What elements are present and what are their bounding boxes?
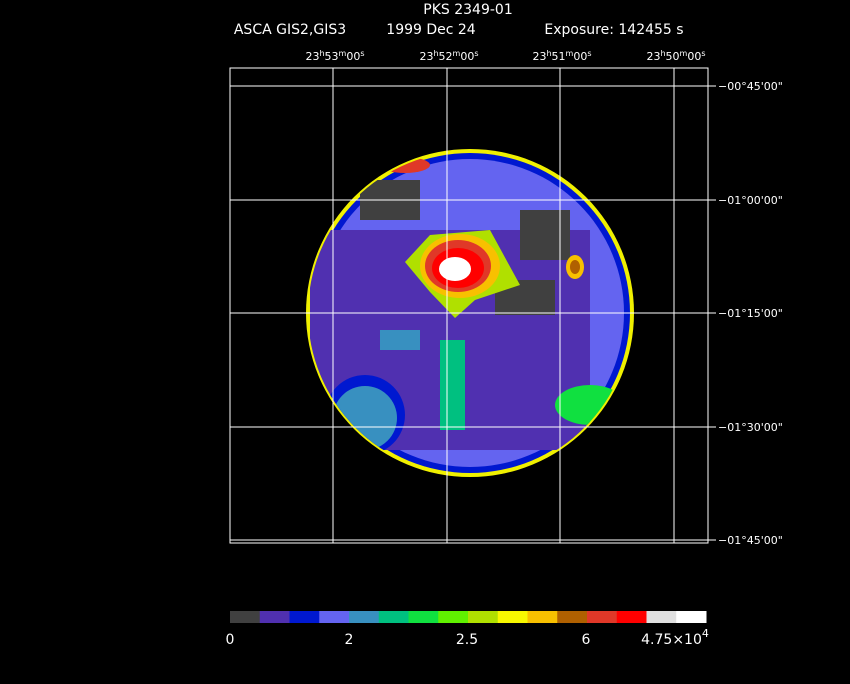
exposure: Exposure: 142455 s — [544, 22, 683, 38]
dec-label: −01°15'00" — [718, 307, 783, 320]
ra-value: 50 — [666, 50, 680, 63]
ra-unit: h — [660, 49, 665, 58]
corner — [555, 385, 625, 425]
dec-label: −01°00'00" — [718, 194, 783, 207]
ra-value: 52 — [439, 50, 453, 63]
date: 1999 Dec 24 — [386, 22, 476, 38]
streak — [440, 340, 465, 430]
ra-value: 00 — [346, 50, 360, 63]
frame — [229, 67, 709, 544]
ra-value: 23 — [532, 50, 546, 63]
ra-unit: h — [433, 49, 438, 58]
ra-value: 51 — [552, 50, 566, 63]
colorbar-swatch — [289, 611, 320, 623]
colorbar-exponent: 4 — [702, 627, 709, 640]
colorbar-label: 2.5 — [456, 632, 478, 648]
ra-value: 23 — [646, 50, 660, 63]
ra-label: 23h51m00s — [532, 49, 591, 63]
colorbar-swatch — [468, 611, 499, 623]
ra-value: 00 — [687, 50, 701, 63]
ra-value: 00 — [573, 50, 587, 63]
ra-unit: h — [546, 49, 551, 58]
ra-value: 23 — [419, 50, 433, 63]
colorbar-swatch — [616, 611, 647, 623]
colorbar-label: 2 — [345, 632, 354, 648]
colorbar-swatch — [646, 611, 677, 623]
patch — [380, 330, 420, 350]
colorbar-swatch — [497, 611, 528, 623]
ra-unit: m — [680, 49, 688, 58]
colorbar-swatch — [527, 611, 558, 623]
edge-hot — [380, 157, 430, 173]
ra-unit: h — [319, 49, 324, 58]
colorbar-label: 6 — [582, 632, 591, 648]
source-2 — [570, 260, 580, 274]
title: PKS 2349-01 — [423, 2, 512, 18]
dec-label: −00°45'00" — [718, 80, 783, 93]
ra-label: 23h50m00s — [646, 49, 705, 63]
ra-value: 23 — [305, 50, 319, 63]
colorbar-max: 4.75×10 — [641, 632, 702, 648]
colorbar-label: 4.75×104 — [641, 627, 709, 648]
ra-unit: s — [587, 49, 591, 58]
ra-unit: s — [701, 49, 705, 58]
ra-label: 23h53m00s — [305, 49, 364, 63]
colorbar-swatch — [319, 611, 350, 623]
colorbar-label: 0 — [226, 632, 235, 648]
colorbar-swatch — [557, 611, 588, 623]
ra-value: 53 — [325, 50, 339, 63]
low — [520, 210, 570, 260]
dec-label: −01°45'00" — [718, 534, 783, 547]
grid — [230, 68, 716, 543]
colorbar-swatch — [349, 611, 380, 623]
corner — [333, 386, 397, 450]
instrument: ASCA GIS2,GIS3 — [234, 22, 346, 38]
ra-unit: m — [339, 49, 347, 58]
ra-unit: s — [360, 49, 364, 58]
dec-label: −01°30'00" — [718, 421, 783, 434]
colorbar-swatch — [676, 611, 707, 623]
colorbar-swatch — [438, 611, 469, 623]
source-core — [439, 257, 471, 281]
colorbar-swatch — [230, 611, 261, 623]
ra-unit: s — [474, 49, 478, 58]
ra-unit: m — [566, 49, 574, 58]
colorbar-swatch — [259, 611, 290, 623]
ra-label: 23h52m00s — [419, 49, 478, 63]
colorbar-swatch — [587, 611, 618, 623]
ra-value: 00 — [460, 50, 474, 63]
colorbar-swatch — [378, 611, 409, 623]
colorbar-swatch — [408, 611, 439, 623]
ra-unit: m — [453, 49, 461, 58]
